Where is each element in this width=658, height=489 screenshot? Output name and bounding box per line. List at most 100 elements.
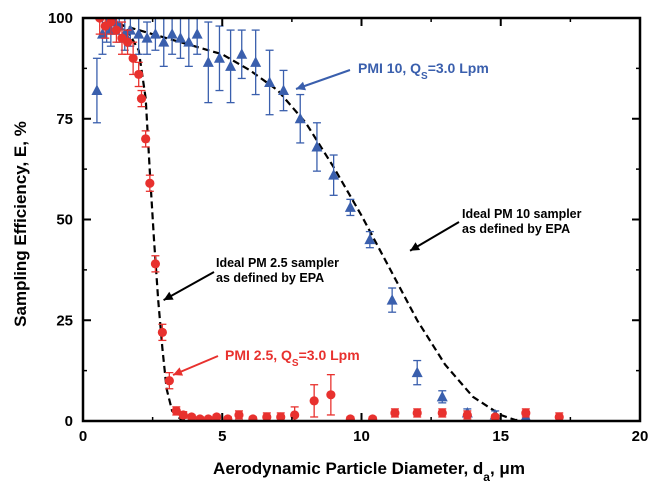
data-point <box>111 25 122 35</box>
data-point <box>223 414 233 421</box>
ideal-pm10-label-line2: as defined by EPA <box>462 222 570 236</box>
y-tick-label: 0 <box>65 413 73 430</box>
data-point <box>174 32 186 43</box>
pmi10-series-label-text-end: =3.0 Lpm <box>428 60 489 76</box>
x-axis-title-unit: , μm <box>490 459 525 478</box>
data-point <box>364 233 376 245</box>
axes-layer: 0 5 10 15 20 0 25 50 75 100 <box>48 10 648 445</box>
y-tick-label: 75 <box>56 111 73 128</box>
data-point <box>328 169 340 180</box>
data-point <box>141 32 153 43</box>
x-tick-label: 15 <box>492 428 509 445</box>
data-point <box>344 201 356 212</box>
data-point <box>250 56 262 67</box>
y-tick-label: 50 <box>56 212 73 229</box>
ideal-pm10-label-line1: Ideal PM 10 sampler <box>462 207 582 221</box>
series-pmi25 <box>95 18 564 421</box>
data-point <box>236 48 248 59</box>
data-point <box>345 414 355 421</box>
y-tick-label: 100 <box>48 10 73 27</box>
pmi10-label-arrow-line <box>295 69 351 90</box>
data-point <box>106 18 116 27</box>
pmi25-series-label-text: PMI 2.5, Q <box>225 347 292 363</box>
y-axis-title: Sampling Efficiency, E, % <box>11 121 30 327</box>
data-point <box>248 414 258 421</box>
data-point <box>386 294 398 305</box>
x-tick-label: 5 <box>218 428 226 445</box>
data-point <box>213 52 225 63</box>
data-point <box>187 412 197 421</box>
data-point <box>141 134 151 144</box>
data-point <box>128 53 138 63</box>
x-tick-label: 0 <box>79 428 87 445</box>
data-point <box>368 414 378 421</box>
pmi25-series-label-text-end: =3.0 Lpm <box>299 347 360 363</box>
data-point <box>183 36 195 47</box>
data-point <box>276 412 286 421</box>
data-point <box>149 28 161 39</box>
data-point <box>171 406 181 416</box>
data-point <box>122 37 133 47</box>
data-point <box>212 412 222 421</box>
data-point <box>136 94 147 104</box>
data-point <box>390 408 400 418</box>
x-axis-title-sub: a <box>483 470 490 484</box>
data-point <box>554 412 564 421</box>
data-point <box>234 410 244 420</box>
curve-ideal-pm10 <box>96 18 529 421</box>
data-point <box>278 84 290 96</box>
data-point <box>157 327 167 337</box>
data-point <box>326 390 336 400</box>
ideal-pm10-arrow <box>409 221 460 252</box>
x-tick-label: 20 <box>632 428 649 445</box>
pmi25-series-label-sub: S <box>292 358 299 369</box>
pmi25-label-arrow-head <box>173 367 184 376</box>
data-point <box>134 69 144 80</box>
x-axis-title: Aerodynamic Particle Diameter, da, μm <box>213 459 525 484</box>
data-point <box>133 28 145 39</box>
data-point <box>264 76 276 87</box>
pmi25-label-arrow <box>172 355 219 376</box>
data-point <box>91 84 103 96</box>
ideal-pm25-arrow-line <box>163 271 215 301</box>
data-point <box>294 112 306 124</box>
pmi10-series-label-text: PMI 10, Q <box>358 60 421 76</box>
data-point <box>145 178 155 188</box>
data-point <box>203 414 213 421</box>
ideal-pm25-label-line1: Ideal PM 2.5 sampler <box>216 256 339 270</box>
data-point <box>166 28 178 39</box>
data-point <box>158 36 170 47</box>
data-point <box>262 412 272 421</box>
ideal-pm25-arrow <box>163 271 215 301</box>
plot-area <box>91 18 564 421</box>
pmi10-series-label: PMI 10, QS=3.0 Lpm <box>358 60 489 82</box>
ideal-pm10-arrow-line <box>409 221 460 252</box>
data-point <box>412 408 422 418</box>
data-point <box>309 396 319 406</box>
y-tick-label: 25 <box>56 312 73 329</box>
data-point <box>202 56 214 67</box>
pmi10-label-arrow-head <box>296 81 306 91</box>
data-point <box>311 140 323 152</box>
plot-layer <box>91 18 564 421</box>
data-point <box>191 28 203 39</box>
curve-ideal-pm25 <box>96 18 195 421</box>
ideal-pm10-arrow-head <box>410 242 421 251</box>
x-axis-title-main: Aerodynamic Particle Diameter, d <box>213 459 483 478</box>
data-point <box>521 408 531 418</box>
data-point <box>436 390 448 402</box>
x-tick-label: 10 <box>353 428 370 445</box>
data-point <box>490 412 500 421</box>
data-point <box>164 376 174 386</box>
data-point <box>150 259 161 269</box>
pmi10-label-arrow <box>295 69 351 91</box>
data-point <box>178 410 188 420</box>
data-point <box>195 414 205 421</box>
ideal-pm25-arrow-head <box>163 291 174 301</box>
pmi25-series-label: PMI 2.5, QS=3.0 Lpm <box>225 347 360 369</box>
data-point <box>411 366 423 378</box>
data-point <box>225 60 237 71</box>
error-bar <box>95 18 104 35</box>
